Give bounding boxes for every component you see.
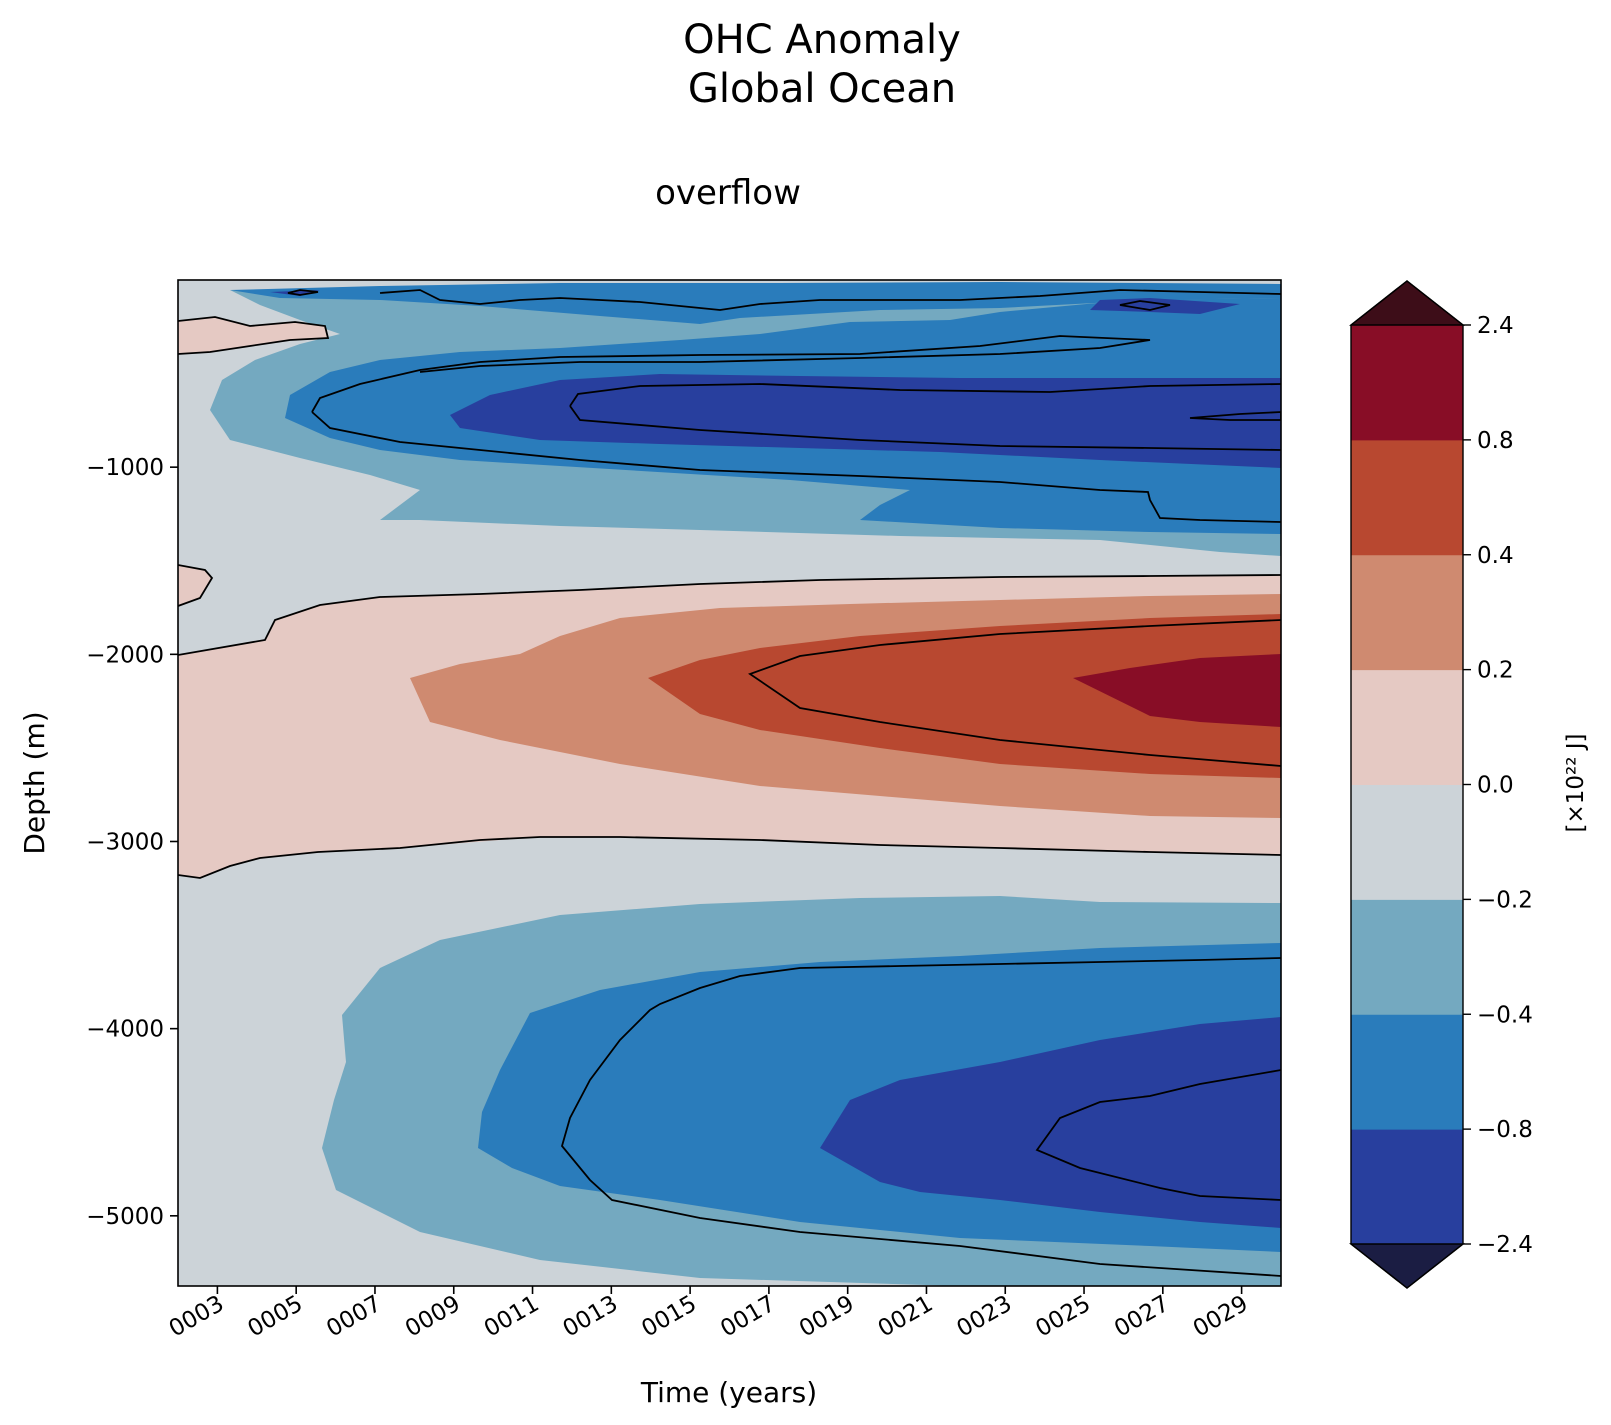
figure-title: OHC Anomaly <box>683 17 961 63</box>
contour-line-surface-2 <box>1119 300 1171 311</box>
contour-line-deep-1 <box>561 957 1281 1277</box>
y-axis: −1000 −2000 −3000 −4000 −5000 <box>86 455 178 1230</box>
contour-line-positive-zero-top <box>178 574 1281 656</box>
x-tick-label: 0023 <box>953 1291 1017 1343</box>
x-tick-label: 0005 <box>243 1291 307 1343</box>
y-tick-label: −5000 <box>86 1204 164 1230</box>
x-tick-label: 0019 <box>795 1291 859 1343</box>
x-tick-label: 0017 <box>716 1291 780 1343</box>
contour-fill-positive-max <box>1073 654 1281 727</box>
x-axis: 0003 0005 0007 0009 0011 0013 0015 0017 0019 0021… <box>165 1286 1253 1342</box>
contour-fill-upper-dark-blue <box>450 374 1281 468</box>
colorbar-tick-label: 0.4 <box>1477 543 1514 569</box>
x-tick-label: 0025 <box>1031 1291 1095 1343</box>
colorbar-segment <box>1351 669 1463 785</box>
contour-line-surface-3 <box>287 289 319 296</box>
colorbar-tick-label: 0.8 <box>1477 428 1514 454</box>
colorbar-label: [×10²² J] <box>1563 733 1589 832</box>
contour-line-upper-2 <box>311 411 1281 523</box>
contour-line-surface-1 <box>379 289 1281 311</box>
y-tick-label: −3000 <box>86 829 164 855</box>
colorbar-tick-label: 0.2 <box>1477 658 1514 684</box>
figure-subtitle: Global Ocean <box>688 66 956 112</box>
contour-line-left-positive-top <box>178 316 330 355</box>
colorbar: −2.4 −0.8 −0.4 −0.2 0.0 0.2 0.4 0.8 2.4 <box>1348 280 1533 1289</box>
y-tick-label: −2000 <box>86 642 164 668</box>
x-tick-label: 0013 <box>559 1291 623 1343</box>
contour-line-upper-3 <box>569 383 1281 407</box>
y-tick-label: −1000 <box>86 455 164 481</box>
plot-area: 0003 0005 0007 0009 0011 0013 0015 0017 0019 0021… <box>86 279 1282 1342</box>
colorbar-segment <box>1351 1129 1463 1245</box>
x-tick-label: 0011 <box>480 1291 544 1343</box>
colorbar-over-arrow <box>1348 280 1466 326</box>
colorbar-segment <box>1351 554 1463 671</box>
colorbar-tick-label: −0.4 <box>1477 1002 1533 1028</box>
x-tick-label: 0029 <box>1189 1291 1253 1343</box>
contour-fill-left-positive-mid <box>178 565 212 606</box>
colorbar-segment <box>1351 784 1463 900</box>
colorbar-tick-label: 2.4 <box>1477 313 1514 339</box>
contour-line-deep-2 <box>1035 1069 1281 1201</box>
x-tick-label: 0003 <box>165 1291 229 1343</box>
colorbar-tick-label: −0.2 <box>1477 887 1533 913</box>
colorbar-tick-label: −0.8 <box>1477 1117 1533 1143</box>
plot-frame <box>177 279 1282 1287</box>
contour-line-left-positive-mid <box>178 564 214 607</box>
x-tick-label: 0021 <box>874 1291 938 1343</box>
contour-line-upper-4 <box>569 405 1281 451</box>
x-tick-label: 0007 <box>322 1291 386 1343</box>
x-axis-label: Time (years) <box>640 1376 817 1409</box>
contour-line-layer <box>178 289 1281 1277</box>
panel-title: overflow <box>655 173 801 213</box>
contour-fill-left-positive-top <box>178 317 328 354</box>
colorbar-segment <box>1351 439 1463 556</box>
y-tick-label: −4000 <box>86 1017 164 1043</box>
contour-fill-surface-blue <box>230 282 1281 324</box>
colorbar-tick-label: −2.4 <box>1477 1232 1533 1258</box>
colorbar-segment <box>1351 1014 1463 1130</box>
colorbar-segment <box>1351 325 1463 441</box>
contour-line-upper-5 <box>1189 411 1281 421</box>
x-tick-label: 0009 <box>401 1291 465 1343</box>
y-axis-label: Depth (m) <box>18 711 51 854</box>
contour-line-positive-zero-bottom <box>178 836 1281 879</box>
colorbar-segment <box>1351 899 1463 1015</box>
colorbar-under-arrow <box>1348 1243 1466 1289</box>
colorbar-tick-label: 0.0 <box>1477 773 1514 799</box>
x-tick-label: 0027 <box>1110 1291 1174 1343</box>
x-tick-label: 0015 <box>637 1291 701 1343</box>
contour-fill-deep-dark-blue <box>820 1017 1281 1228</box>
contour-line-upper-1 <box>311 335 1151 413</box>
contour-line-positive-core <box>748 619 1281 767</box>
